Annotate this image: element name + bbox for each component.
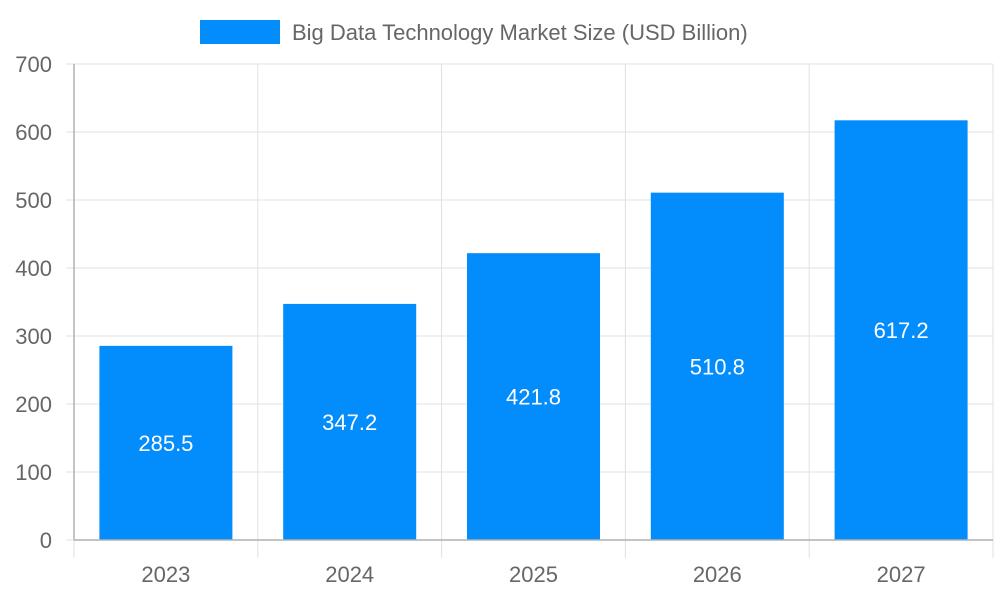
y-tick-label: 500 (15, 188, 52, 213)
axes: 0 100 200 300 400 500 600 700 2023 2024 2025 2026 20… (15, 52, 993, 587)
data-label: 617.2 (874, 318, 929, 343)
y-tick-label: 300 (15, 324, 52, 349)
bar-2024 (283, 303, 417, 540)
y-tick-label: 700 (15, 52, 52, 77)
data-label: 510.8 (690, 354, 745, 379)
y-tick-label: 0 (40, 528, 52, 553)
y-tick-label: 600 (15, 120, 52, 145)
x-tick-label: 2027 (877, 562, 926, 587)
y-tick-label: 400 (15, 256, 52, 281)
data-label: 347.2 (322, 410, 377, 435)
bar-2025 (467, 253, 600, 540)
y-tick-label: 100 (15, 460, 52, 485)
x-tick-label: 2024 (325, 562, 374, 587)
bar-2027 (834, 120, 968, 540)
data-label: 285.5 (138, 431, 193, 456)
bar-2023 (99, 345, 233, 540)
bars: 285.5 347.2 421.8 510.8 617.2 (99, 120, 968, 540)
data-label: 421.8 (506, 385, 561, 410)
bar-2026 (650, 192, 784, 540)
x-tick-label: 2026 (693, 562, 742, 587)
legend-label[interactable]: Big Data Technology Market Size (USD Bil… (292, 20, 748, 45)
legend[interactable]: Big Data Technology Market Size (USD Bil… (200, 20, 748, 45)
x-tick-label: 2025 (509, 562, 558, 587)
x-tick-label: 2023 (141, 562, 190, 587)
y-tick-label: 200 (15, 392, 52, 417)
legend-swatch (200, 20, 280, 44)
